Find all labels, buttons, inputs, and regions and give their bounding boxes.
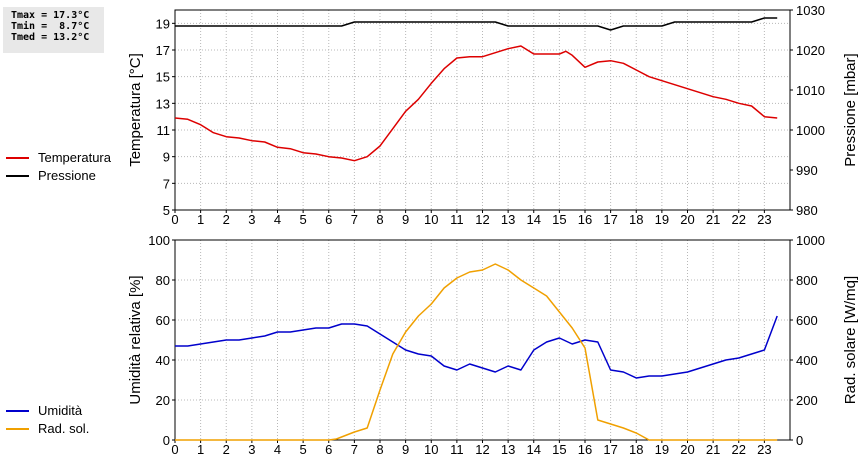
x-tick-label: 10	[424, 212, 438, 227]
x-tick-label: 4	[274, 212, 281, 227]
y-tick-label: 9	[163, 150, 170, 165]
y-tick-label: 11	[157, 123, 171, 138]
x-tick-label: 9	[402, 212, 409, 227]
x-tick-label: 7	[351, 212, 358, 227]
x-tick-label: 7	[351, 442, 358, 457]
x-tick-label: 22	[732, 212, 746, 227]
y2-tick-label: 980	[796, 203, 818, 218]
x-tick-label: 20	[680, 442, 694, 457]
x-tick-label: 11	[450, 442, 464, 457]
x-tick-label: 0	[171, 442, 178, 457]
chart-1: 0 1 2 3 4 5 6 7 8 9 10 11 12 13 14 15 16 17 18 19 20 21 22 2357…	[6, 3, 859, 227]
y-tick-label: 17	[156, 43, 170, 58]
y2-tick-label: 800	[796, 273, 818, 288]
x-tick-label: 3	[248, 212, 255, 227]
x-tick-label: 21	[706, 212, 720, 227]
y-tick-label: 15	[156, 70, 170, 85]
x-tick-label: 14	[527, 442, 541, 457]
y-tick-label: 80	[156, 273, 170, 288]
legend-label: Umidità	[38, 403, 83, 418]
series-line-pressione	[175, 17, 778, 31]
x-tick-label: 12	[475, 212, 489, 227]
chart-2: 0 1 2 3 4 5 6 7 8 9 10 11 12 13 14 15 16 17 18 19 20 21 22 2302…	[6, 233, 859, 457]
x-tick-label: 18	[629, 212, 643, 227]
x-tick-label: 19	[655, 212, 669, 227]
y-tick-label: 20	[156, 393, 170, 408]
stat-tmed: Tmed = 13.2°C	[11, 32, 90, 43]
x-tick-label: 17	[603, 442, 617, 457]
x-tick-label: 15	[552, 212, 566, 227]
x-tick-label: 22	[732, 442, 746, 457]
x-tick-label: 2	[223, 212, 230, 227]
x-tick-label: 16	[578, 212, 592, 227]
stat-tmax: Tmax = 17.3°C	[11, 10, 90, 21]
y2-tick-label: 1000	[796, 123, 825, 138]
x-tick-label: 13	[501, 442, 515, 457]
series-line-umidit-	[175, 315, 778, 379]
x-tick-label: 0	[171, 212, 178, 227]
x-tick-label: 1	[197, 212, 204, 227]
legend-label: Temperatura	[38, 150, 112, 165]
x-tick-label: 5	[300, 212, 307, 227]
x-tick-label: 4	[274, 442, 281, 457]
legend-label: Pressione	[38, 168, 96, 183]
y-tick-label: 7	[163, 176, 170, 191]
y2-axis-label: Pressione [mbar]	[842, 53, 859, 166]
x-tick-label: 23	[757, 212, 771, 227]
x-tick-label: 3	[248, 442, 255, 457]
y-axis-label: Temperatura [°C]	[127, 53, 144, 167]
legend-label: Rad. sol.	[38, 421, 89, 436]
y2-tick-label: 200	[796, 393, 818, 408]
x-tick-label: 16	[578, 442, 592, 457]
y2-tick-label: 1020	[796, 43, 825, 58]
x-tick-label: 6	[325, 442, 332, 457]
x-tick-label: 11	[450, 212, 464, 227]
y2-tick-label: 400	[796, 353, 818, 368]
x-tick-label: 8	[376, 442, 383, 457]
y-tick-label: 0	[163, 433, 170, 448]
y2-tick-label: 0	[796, 433, 803, 448]
x-tick-label: 5	[300, 442, 307, 457]
series-line-rad-sol-	[175, 263, 778, 441]
x-tick-label: 6	[325, 212, 332, 227]
x-tick-label: 14	[527, 212, 541, 227]
x-tick-label: 13	[501, 212, 515, 227]
x-tick-label: 18	[629, 442, 643, 457]
x-tick-label: 10	[424, 442, 438, 457]
y-tick-label: 40	[156, 353, 170, 368]
x-tick-label: 1	[197, 442, 204, 457]
series-line-temperatura	[174, 45, 778, 162]
y2-tick-label: 1030	[796, 3, 825, 18]
x-tick-label: 9	[402, 442, 409, 457]
y-tick-label: 60	[156, 313, 170, 328]
y2-tick-label: 990	[796, 163, 818, 178]
x-tick-label: 21	[706, 442, 720, 457]
x-tick-label: 23	[757, 442, 771, 457]
y2-tick-label: 1000	[796, 233, 825, 248]
x-tick-label: 17	[603, 212, 617, 227]
y-axis-label: Umidità relativa [%]	[127, 275, 144, 404]
x-tick-label: 12	[475, 442, 489, 457]
y-tick-label: 5	[163, 203, 170, 218]
stats-box: Tmax = 17.3°C Tmin = 8.7°C Tmed = 13.2°C	[3, 7, 104, 53]
x-tick-label: 15	[552, 442, 566, 457]
x-tick-label: 20	[680, 212, 694, 227]
y2-axis-label: Rad. solare [W/mq]	[842, 276, 859, 404]
y-tick-label: 100	[148, 233, 170, 248]
y2-tick-label: 1010	[796, 83, 825, 98]
y-tick-label: 13	[156, 96, 170, 111]
y2-tick-label: 600	[796, 313, 818, 328]
x-tick-label: 8	[376, 212, 383, 227]
y-tick-label: 19	[156, 16, 170, 31]
x-tick-label: 19	[655, 442, 669, 457]
stat-tmin: Tmin = 8.7°C	[11, 21, 90, 32]
x-tick-label: 2	[223, 442, 230, 457]
